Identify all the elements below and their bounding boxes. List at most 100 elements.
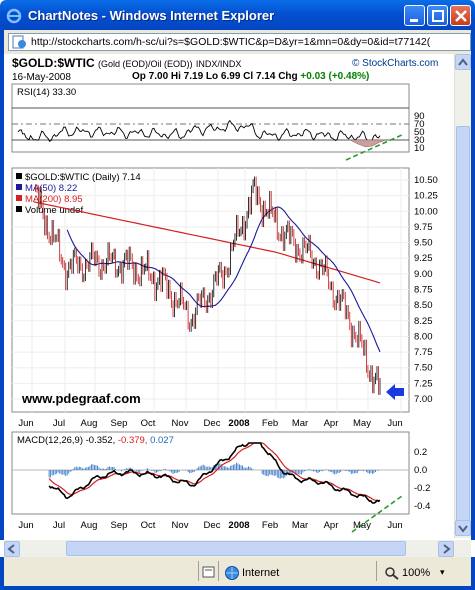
stockcharts-brand[interactable]: © StockCharts.com (352, 58, 439, 69)
rsi-tick-label: 70 (414, 119, 425, 130)
x-tick-label: Apr (324, 520, 339, 531)
x-tick-label: 2008 (228, 418, 249, 429)
magnifier-icon (385, 567, 399, 580)
url-field[interactable]: http://stockcharts.com/h-sc/ui?s=$GOLD:$… (8, 33, 471, 51)
macd-tick-label: 0.2 (414, 447, 427, 458)
chart-description: (Gold (EOD)/Oil (EOD)) (98, 59, 193, 69)
ohlc-values: Op 7.00 Hi 7.19 Lo 6.99 Cl 7.14 (132, 71, 276, 82)
x-tick-label: Jul (53, 520, 65, 531)
x-tick-label: Jul (53, 418, 65, 429)
x-tick-label: Nov (172, 418, 189, 429)
price-x-axis: Jun Jul Aug Sep Oct Nov Dec 2008 Feb Mar Apr May Jun (18, 418, 402, 429)
price-tick-label: 9.75 (414, 222, 433, 233)
vertical-scroll-thumb[interactable] (456, 126, 470, 526)
price-candles (35, 176, 381, 395)
x-tick-label: 2008 (228, 520, 249, 531)
close-button[interactable] (450, 5, 471, 26)
maximize-button[interactable] (427, 5, 448, 26)
arrow-right-icon (443, 544, 451, 554)
x-tick-label: Feb (262, 418, 278, 429)
rsi-legend: RSI(14) 33.30 (17, 87, 76, 98)
ie-logo-icon (6, 8, 22, 24)
horizontal-scroll-thumb[interactable] (66, 541, 406, 556)
x-tick-label: Apr (324, 418, 339, 429)
price-tick-label: 7.75 (414, 347, 433, 358)
minimize-button[interactable] (404, 5, 425, 26)
watermark-text: www.pdegraaf.com (21, 391, 141, 406)
scroll-right-button[interactable] (438, 541, 454, 557)
zoom-level[interactable]: 100% (402, 567, 431, 579)
rsi-tick-label: 90 (414, 111, 425, 122)
legend-swatch (16, 206, 22, 212)
price-tick-label: 7.25 (414, 378, 433, 389)
chart-date: 16-May-2008 (12, 72, 71, 83)
price-axis: 10.50 10.25 10.00 9.75 9.50 9.25 9.00 8.75 8.50 8… (414, 175, 438, 405)
zoom-dropdown-icon[interactable]: ▾ (440, 567, 445, 577)
x-tick-label: Dec (204, 418, 221, 429)
maximize-icon (432, 10, 444, 22)
vertical-scrollbar[interactable] (454, 54, 471, 538)
price-tick-label: 10.00 (414, 206, 438, 217)
price-tick-label: 8.50 (414, 300, 433, 311)
macd-histogram (48, 462, 381, 479)
minimize-icon (410, 19, 418, 22)
price-tick-label: 10.25 (414, 191, 438, 202)
x-tick-label: Nov (172, 520, 189, 531)
rsi-trendline (345, 133, 405, 161)
rsi-tick-label: 10 (414, 143, 425, 154)
macd-tick-label: -0.4 (414, 501, 430, 512)
x-tick-label: May (353, 520, 371, 531)
url-text: http://stockcharts.com/h-sc/ui?s=$GOLD:$… (31, 36, 431, 48)
ma50-line (66, 206, 381, 353)
status-divider (376, 561, 377, 581)
status-divider (198, 561, 199, 581)
chart-exchange: INDX/INDX (195, 59, 242, 69)
horizontal-scrollbar[interactable] (4, 540, 471, 557)
macd-line (48, 442, 381, 504)
arrow-left-icon (7, 544, 15, 554)
price-tick-label: 9.00 (414, 269, 433, 280)
rsi-tick-label: 50 (414, 127, 425, 138)
x-tick-label: Sep (111, 418, 128, 429)
x-tick-label: Oct (141, 418, 156, 429)
rsi-line (17, 119, 381, 143)
x-tick-label: May (353, 418, 371, 429)
price-tick-label: 7.00 (414, 394, 433, 405)
legend-entry: MA(200) 8.95 (25, 194, 83, 205)
scroll-down-button[interactable] (455, 520, 471, 536)
popup-blocked-icon[interactable] (202, 565, 216, 579)
x-tick-label: Aug (81, 520, 98, 531)
x-tick-label: Mar (292, 520, 308, 531)
x-tick-label: Jun (387, 520, 402, 531)
window-titlebar[interactable]: ChartNotes - Windows Internet Explorer (0, 0, 475, 30)
legend-swatch (16, 173, 22, 179)
window-title: ChartNotes - Windows Internet Explorer (28, 8, 275, 23)
macd-legend-hist: 0.027 (147, 435, 173, 446)
price-panel: 10.50 10.25 10.00 9.75 9.50 9.25 9.00 8.75 8.50 8… (11, 167, 438, 413)
status-divider (218, 561, 219, 581)
scroll-left-button[interactable] (4, 541, 20, 557)
arrow-up-icon (458, 58, 468, 66)
price-tick-label: 8.25 (414, 316, 433, 327)
legend-entry: $GOLD:$WTIC (Daily) 7.14 (25, 172, 141, 183)
macd-tick-label: -0.2 (414, 483, 430, 494)
x-tick-label: Jun (387, 418, 402, 429)
x-tick-label: Sep (111, 520, 128, 531)
legend-swatch (16, 184, 22, 190)
x-tick-label: Aug (81, 418, 98, 429)
rsi-tick-label: 30 (414, 135, 425, 146)
close-icon (455, 10, 467, 22)
macd-panel: MACD(12,26,9) -0.352, -0.379, 0.027 0.2 0… (11, 431, 430, 533)
legend-entry: MA(50) 8.22 (25, 183, 77, 194)
legend-swatch (16, 195, 22, 201)
price-tick-label: 7.50 (414, 363, 433, 374)
x-tick-label: Feb (262, 520, 278, 531)
scroll-up-button[interactable] (455, 54, 471, 70)
chart-symbol: $GOLD:$WTIC (12, 56, 95, 70)
chg-label: Chg (278, 71, 298, 82)
macd-legend: MACD(12,26,9) -0.352, -0.379, 0.027 (17, 435, 174, 446)
